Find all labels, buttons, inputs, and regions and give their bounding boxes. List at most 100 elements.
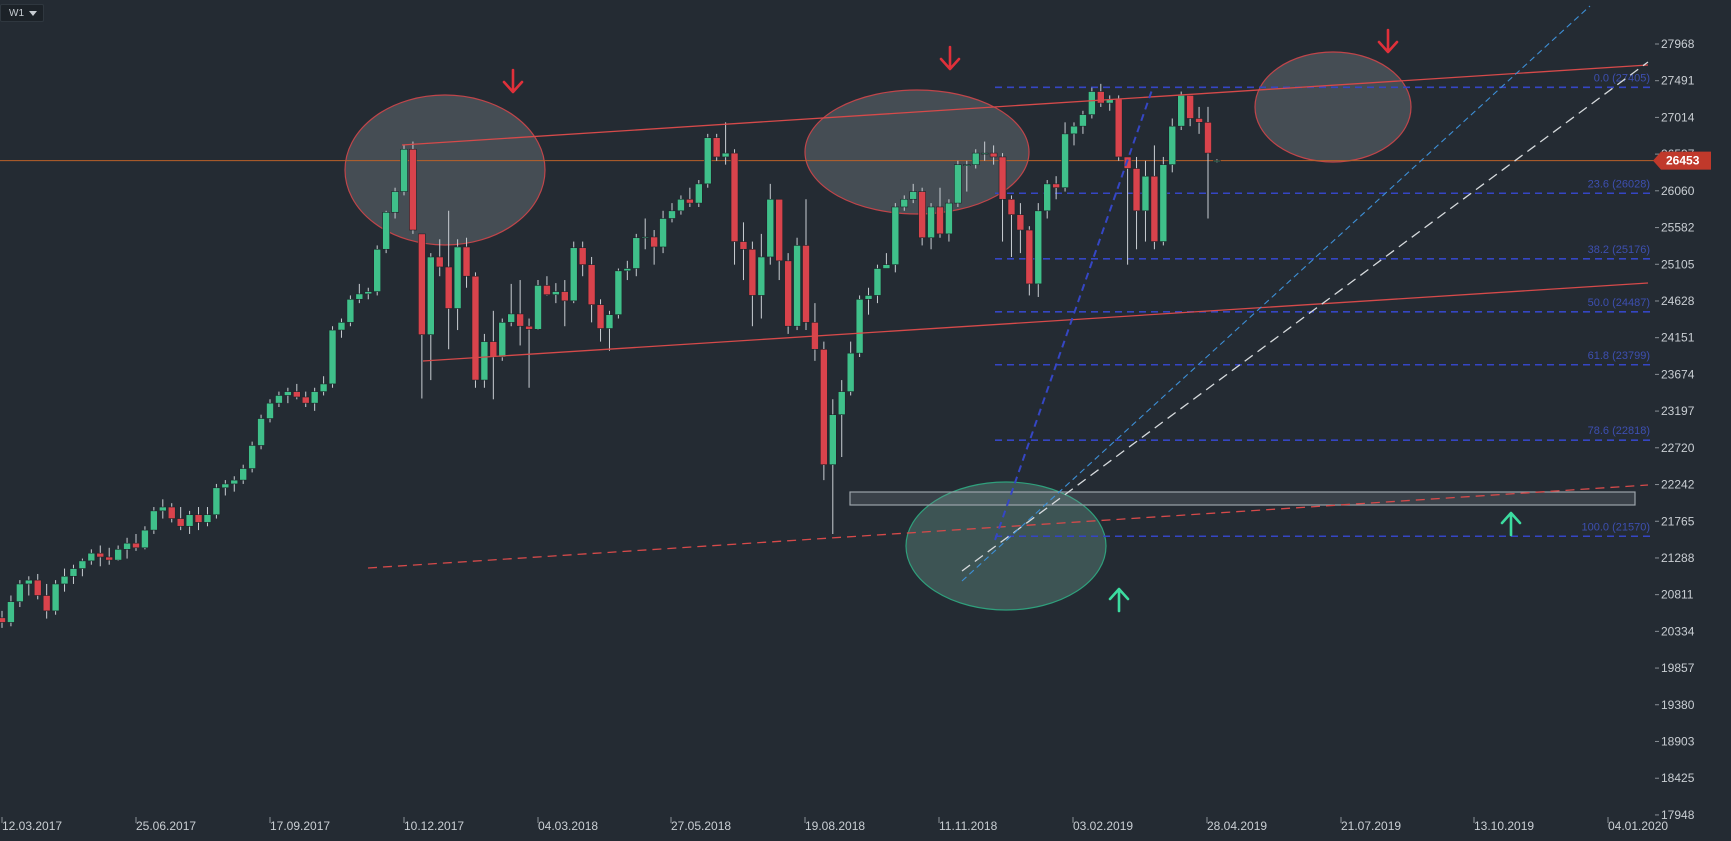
- bear-candle: [560, 291, 569, 302]
- bear-candle: [802, 245, 810, 323]
- y-tick-label: 27014: [1661, 110, 1695, 124]
- x-tick-label: 27.05.2018: [671, 819, 731, 833]
- bull-candle: [328, 329, 337, 385]
- bull-candle: [659, 218, 667, 248]
- down-arrow-icon: [939, 45, 961, 71]
- y-tick-label: 19380: [1661, 698, 1695, 712]
- timeframe-dropdown[interactable]: W1: [0, 4, 44, 22]
- bear-candle: [105, 556, 113, 561]
- chevron-down-icon: [29, 10, 37, 16]
- bull-candle: [1159, 164, 1168, 242]
- bear-candle: [1016, 214, 1025, 231]
- bull-candle: [239, 468, 247, 481]
- bull-candle: [391, 191, 399, 213]
- bull-candle: [275, 395, 283, 404]
- bear-candle: [1025, 229, 1034, 285]
- bear-candle: [516, 313, 524, 327]
- current-price-badge: [1653, 151, 1711, 170]
- bear-candle: [587, 264, 596, 305]
- candles-layer: [0, 83, 1221, 628]
- bull-candle: [766, 198, 775, 258]
- bull-candle: [212, 487, 221, 516]
- bear-candle: [712, 137, 721, 158]
- bull-candle: [185, 514, 194, 527]
- up-arrow-icon: [1108, 587, 1130, 613]
- y-tick-label: 22720: [1661, 441, 1695, 455]
- y-tick-label: 24628: [1661, 294, 1695, 308]
- time-axis: 12.03.2017 25.06.2017 17.09.2017 10.12.2017…: [1, 817, 1668, 833]
- bull-candle: [150, 510, 158, 531]
- bear-candle: [0, 617, 6, 623]
- bull-candle: [87, 552, 96, 562]
- fib-level-label: 50.0 (24487): [1588, 297, 1650, 309]
- bull-candle: [837, 391, 846, 415]
- bull-candle: [757, 256, 766, 296]
- bear-candle: [1114, 98, 1123, 158]
- bull-candle: [69, 568, 78, 577]
- bull-candle: [426, 256, 435, 335]
- bull-candle: [891, 206, 900, 265]
- channel-top-line: [401, 64, 1649, 146]
- bull-candle: [1213, 160, 1221, 162]
- bull-candle: [1141, 175, 1150, 212]
- bull-candle: [864, 295, 873, 300]
- x-tick-label: 03.02.2019: [1073, 819, 1133, 833]
- bull-candle: [141, 529, 149, 549]
- bear-candle: [96, 552, 105, 558]
- bull-candle: [1168, 125, 1177, 165]
- bear-candle: [1195, 118, 1203, 123]
- bull-candle: [927, 206, 935, 239]
- bull-candle: [632, 237, 641, 269]
- bear-candle: [462, 246, 471, 277]
- white-trend-line: [961, 61, 1649, 572]
- bear-candle: [998, 156, 1007, 200]
- bull-candle: [221, 483, 230, 489]
- long-term-support-line: [367, 484, 1649, 569]
- bull-candle: [721, 152, 730, 158]
- bear-candle: [775, 198, 784, 262]
- bull-candle: [453, 246, 462, 309]
- bull-candle: [703, 137, 712, 185]
- bull-candle: [16, 583, 24, 602]
- bear-candle: [1132, 168, 1141, 212]
- trend-lines: [367, 5, 1649, 582]
- bull-candle: [230, 479, 239, 485]
- bear-candle: [409, 148, 417, 231]
- bull-candle: [552, 291, 560, 295]
- bear-candle: [989, 152, 998, 158]
- bear-candle: [686, 198, 694, 204]
- bear-candle: [176, 518, 185, 527]
- price-axis: 2796827491270142653726060255822510524628…: [1655, 37, 1695, 822]
- bull-candle: [480, 341, 489, 381]
- bear-candle: [418, 233, 426, 335]
- y-tick-label: 19857: [1661, 661, 1695, 675]
- bull-candle: [873, 268, 882, 296]
- bull-candle: [534, 285, 542, 330]
- y-tick-label: 22242: [1661, 478, 1695, 492]
- bear-candle: [730, 152, 739, 242]
- x-tick-label: 12.03.2017: [2, 819, 62, 833]
- x-tick-label: 04.01.2020: [1608, 819, 1668, 833]
- bear-candle: [820, 348, 828, 466]
- top-zone-ellipse-3: [1254, 51, 1412, 163]
- bull-candle: [310, 391, 319, 404]
- bull-candle: [828, 414, 837, 466]
- steep-trend-line: [994, 89, 1153, 541]
- bull-candle: [900, 198, 909, 208]
- bear-candle: [739, 241, 748, 250]
- bear-candle: [1150, 175, 1159, 242]
- bull-candle: [569, 247, 578, 302]
- bull-candle: [203, 514, 212, 523]
- bull-candle: [1070, 125, 1078, 135]
- bull-candle: [123, 542, 131, 550]
- blue-trend-line: [961, 5, 1591, 582]
- bull-candle: [954, 164, 962, 204]
- bear-candle: [1007, 198, 1016, 215]
- y-tick-label: 26060: [1661, 184, 1695, 198]
- y-tick-label: 27968: [1661, 37, 1695, 51]
- fib-level-label: 0.0 (27405): [1594, 72, 1650, 84]
- bear-candle: [471, 275, 480, 381]
- bull-candle: [623, 268, 632, 272]
- x-tick-label: 10.12.2017: [404, 819, 464, 833]
